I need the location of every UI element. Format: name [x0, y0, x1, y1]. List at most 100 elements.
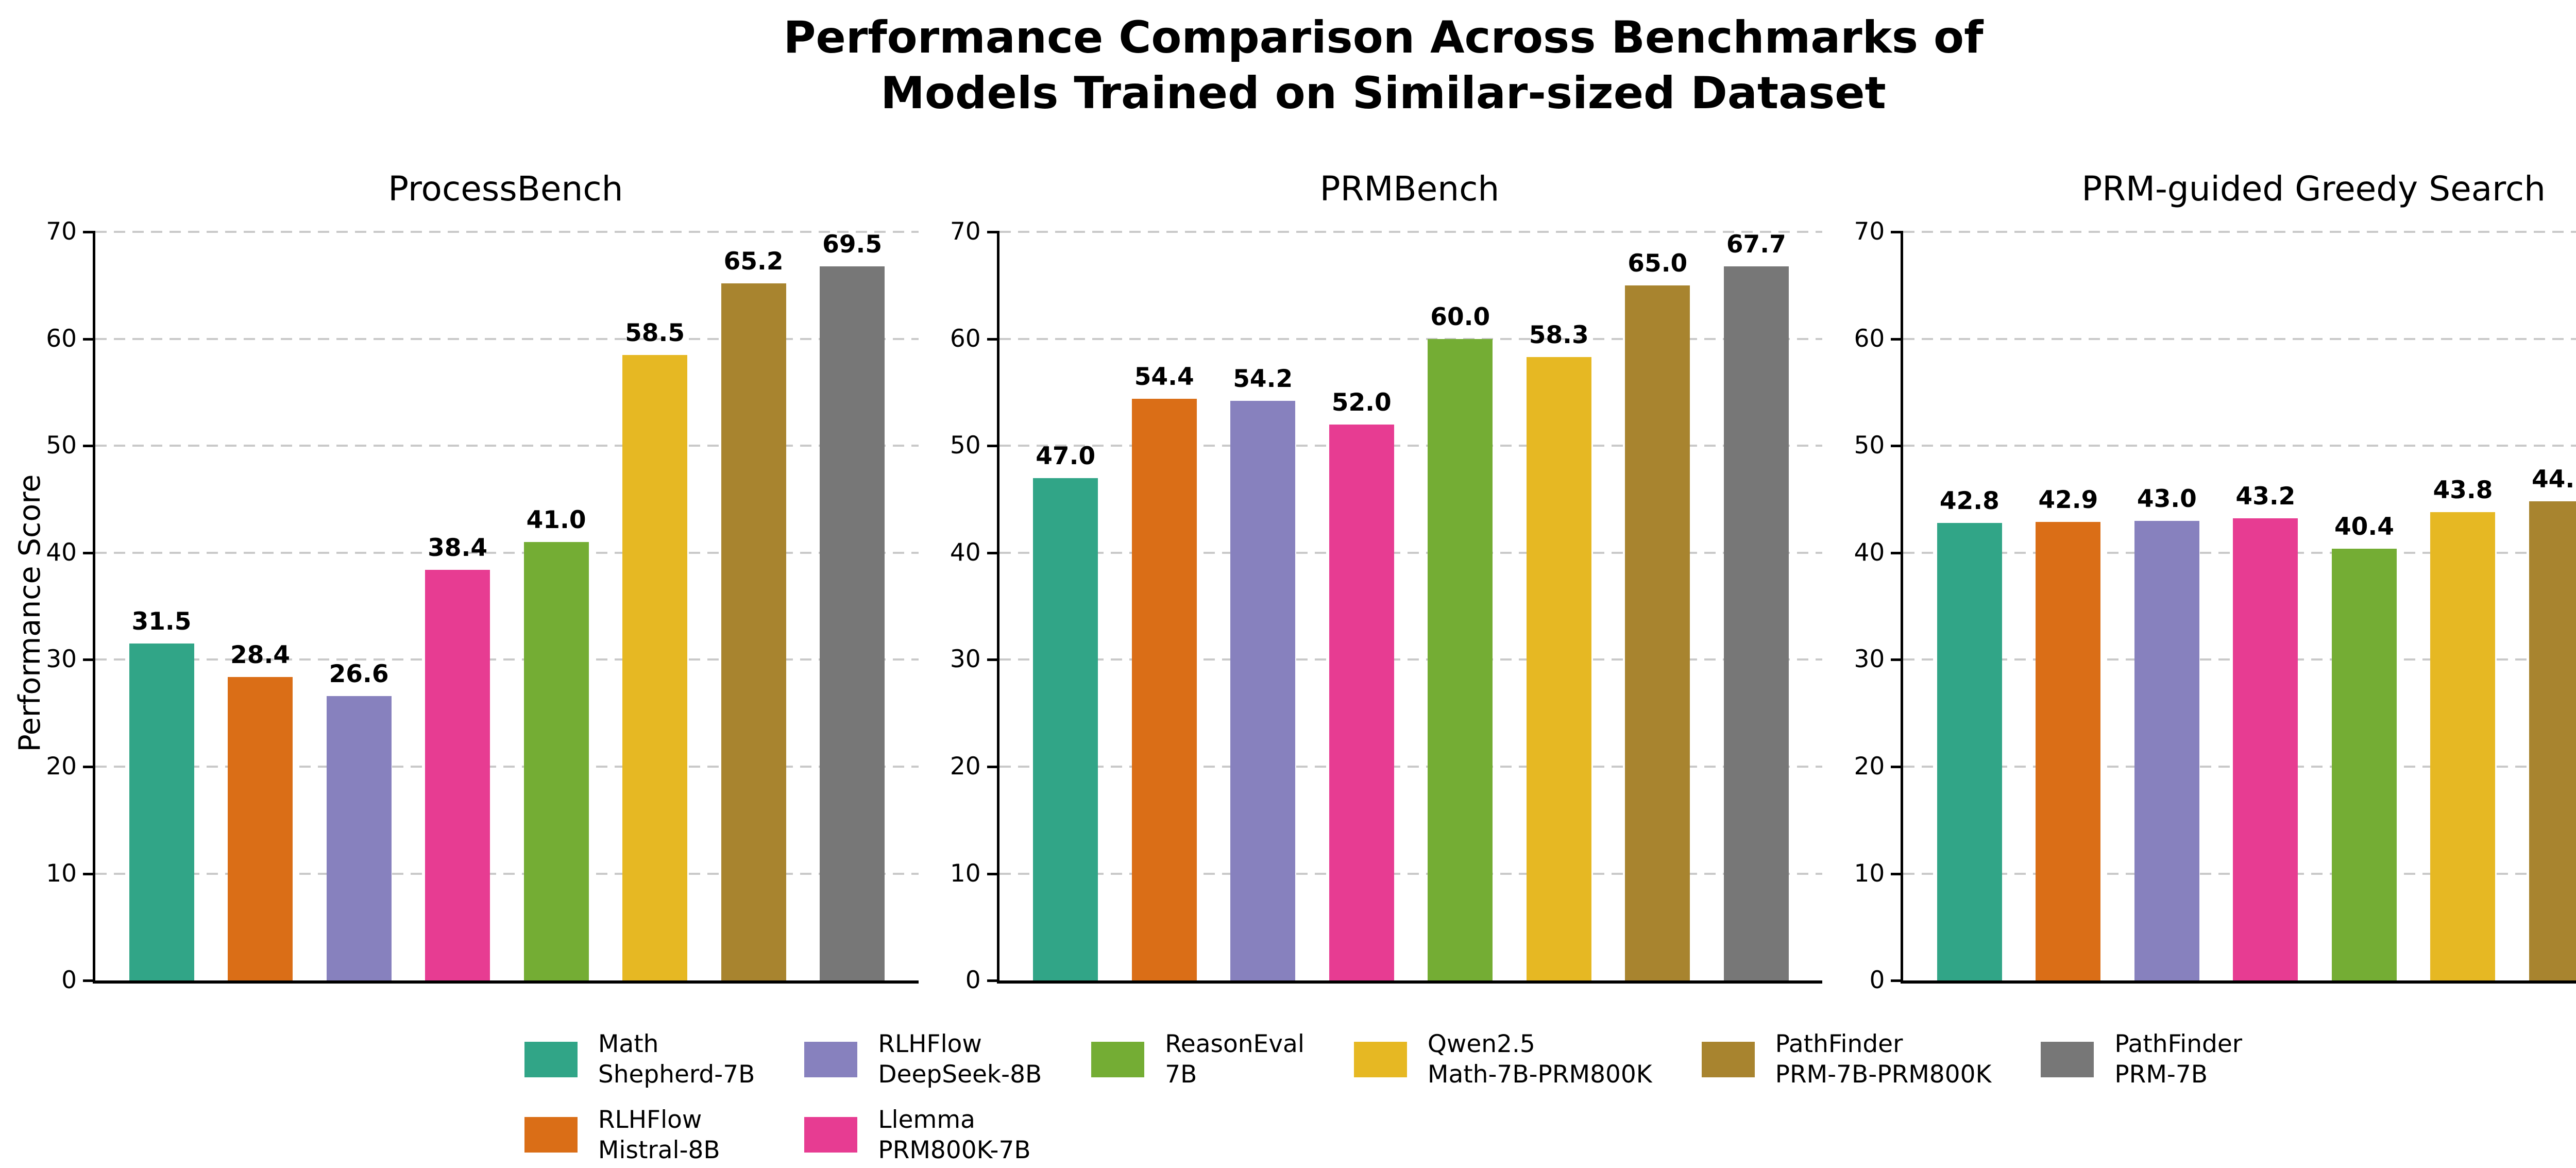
y-tick-label-0: 0	[61, 966, 77, 995]
bar-value-label: 58.3	[1529, 321, 1589, 350]
bar-group-rlhflow-deepseek-8b: 43.0	[2134, 232, 2199, 981]
y-tick-mark-10	[83, 872, 95, 875]
bar-group-reasoneval-7b: 60.0	[1428, 232, 1493, 981]
bar-rlhflow-deepseek-8b	[2134, 520, 2199, 981]
legend-column-2: RLHFlow DeepSeek-8B Llemma PRM800K-7B	[804, 1029, 1042, 1165]
legend-swatch-pathfinder-prm-7b	[2041, 1041, 2094, 1077]
bar-group-rlhflow-deepseek-8b: 54.2	[1230, 232, 1296, 981]
plot-area-processbench: 0 10 20 30 40 50 60 70 31.5 28.4 26.6 38.4 41.0 58.5 6…	[46, 218, 919, 994]
y-tick-mark-40	[83, 551, 95, 554]
legend-entry-rlhflow-mistral-8b: RLHFlow Mistral-8B	[524, 1105, 755, 1165]
legend-entry-pathfinder-prm-7b: PathFinder PRM-7B	[2041, 1029, 2242, 1090]
y-tick-label-20: 20	[46, 752, 77, 781]
bar-group-qwen2-5-math-7b-prm800k: 58.5	[622, 232, 688, 981]
bar-value-label: 58.5	[625, 318, 685, 347]
legend-column-1: Math Shepherd-7B RLHFlow Mistral-8B	[524, 1029, 755, 1165]
y-tick-mark-10	[987, 872, 999, 875]
bar-group-pathfinder-prm-7b: 67.7	[1723, 232, 1789, 981]
y-tick-label-30: 30	[1854, 645, 1885, 674]
legend-swatch-reasoneval-7b	[1091, 1041, 1145, 1077]
bar-llemma-prm800k-7b	[2233, 518, 2298, 981]
y-tick-label-50: 50	[46, 431, 77, 460]
bar-pathfinder-prm-7b	[820, 266, 885, 981]
legend-entry-qwen2-5-math-7b-prm800k: Qwen2.5 Math-7B-PRM800K	[1353, 1029, 1652, 1090]
y-tick-mark-50	[987, 445, 999, 448]
bar-reasoneval-7b	[2331, 548, 2397, 981]
bar-group-llemma-prm800k-7b: 43.2	[2233, 232, 2298, 981]
bar-math-shepherd-7b	[1937, 522, 2002, 981]
y-tick-label-20: 20	[1854, 752, 1885, 781]
y-tick-label-10: 10	[46, 859, 77, 888]
y-tick-mark-30	[83, 658, 95, 662]
bar-llemma-prm800k-7b	[1329, 424, 1394, 981]
subplot-title-prmbench: PRMBench	[1319, 169, 1500, 209]
bar-pathfinder-prm-7b-prm800k	[1625, 285, 1690, 981]
legend-label-reasoneval-7b: ReasonEval 7B	[1165, 1030, 1304, 1089]
legend-column-6: PathFinder PRM-7B	[2041, 1029, 2242, 1090]
y-tick-label-30: 30	[46, 645, 77, 674]
y-tick-label-60: 60	[46, 324, 77, 353]
bar-rlhflow-deepseek-8b	[326, 696, 392, 981]
gridline-y30	[95, 658, 919, 661]
y-tick-label-70: 70	[46, 217, 77, 246]
legend-entry-rlhflow-deepseek-8b: RLHFlow DeepSeek-8B	[804, 1029, 1042, 1090]
y-tick-label-50: 50	[950, 431, 981, 460]
subplot-prmbench: PRMBench 0 10 20 30 40 50 60 70 47.0 54.4 54.2 52.0 6…	[919, 168, 1823, 994]
bar-group-rlhflow-mistral-8b: 28.4	[228, 232, 293, 981]
gridline-y10	[95, 872, 919, 875]
legend-label-qwen2-5-math-7b-prm800k: Qwen2.5 Math-7B-PRM800K	[1427, 1030, 1652, 1089]
legend-label-llemma-prm800k-7b: Llemma PRM800K-7B	[878, 1105, 1031, 1164]
bar-value-label: 52.0	[1331, 388, 1392, 417]
y-tick-mark-40	[987, 551, 999, 554]
subplot-title-prm-guided-greedy-search: PRM-guided Greedy Search	[2081, 169, 2546, 209]
legend-swatch-math-shepherd-7b	[524, 1041, 578, 1077]
gridline-y50	[95, 445, 919, 447]
bar-group-rlhflow-mistral-8b: 42.9	[2036, 232, 2101, 981]
bar-rlhflow-mistral-8b	[2036, 521, 2101, 981]
bar-group-rlhflow-mistral-8b: 54.4	[1131, 232, 1197, 981]
bar-group-reasoneval-7b: 41.0	[523, 232, 589, 981]
y-tick-label-40: 40	[46, 538, 77, 567]
plot-area-prmbench: 0 10 20 30 40 50 60 70 47.0 54.4 54.2 52.0 60.0 58.3 6…	[950, 218, 1823, 994]
legend-label-math-shepherd-7b: Math Shepherd-7B	[598, 1030, 755, 1089]
bar-value-label: 42.9	[2038, 485, 2098, 514]
bar-group-pathfinder-prm-7b-prm800k: 65.2	[721, 232, 786, 981]
y-tick-mark-60	[987, 337, 999, 341]
bar-value-label: 44.8	[2531, 465, 2576, 494]
bar-group-pathfinder-prm-7b-prm800k: 65.0	[1625, 232, 1690, 981]
subplots-row: ProcessBench 0 10 20 30 40 50 60 70 31.5 28.4 26.6 3…	[0, 168, 2576, 994]
gridline-y20	[95, 766, 919, 768]
bar-group-llemma-prm800k-7b: 38.4	[425, 232, 490, 981]
y-tick-mark-0	[83, 979, 95, 983]
gridline-y30	[999, 658, 1823, 661]
bar-rlhflow-mistral-8b	[228, 676, 293, 981]
bar-value-label: 40.4	[2334, 512, 2394, 541]
legend: Math Shepherd-7B RLHFlow Mistral-8B RLHFlo…	[0, 1029, 2576, 1165]
y-tick-label-60: 60	[1854, 324, 1885, 353]
bar-value-label: 28.4	[230, 640, 291, 669]
y-tick-mark-70	[83, 231, 95, 234]
bar-value-label: 54.4	[1134, 363, 1194, 391]
y-tick-label-20: 20	[950, 752, 981, 781]
gridline-y60	[1903, 337, 2576, 340]
y-tick-label-40: 40	[950, 538, 981, 567]
y-tick-mark-40	[1891, 551, 1904, 554]
bar-group-rlhflow-deepseek-8b: 26.6	[326, 232, 392, 981]
legend-label-pathfinder-prm-7b-prm800k: PathFinder PRM-7B-PRM800K	[1775, 1030, 1992, 1089]
gridline-y60	[999, 337, 1823, 340]
y-tick-mark-70	[987, 231, 999, 234]
bar-value-label: 60.0	[1430, 302, 1490, 331]
gridline-y40	[999, 551, 1823, 554]
figure-title-line-1: Performance Comparison Across Benchmarks…	[783, 12, 1984, 63]
bars-prm-guided-greedy-search: 42.842.943.043.240.443.844.848.2	[1903, 232, 2576, 981]
bar-value-label: 69.5	[822, 230, 883, 259]
y-tick-mark-10	[1891, 872, 1904, 875]
subplot-processbench: ProcessBench 0 10 20 30 40 50 60 70 31.5 28.4 26.6 3…	[14, 168, 919, 994]
bar-math-shepherd-7b	[129, 644, 194, 981]
y-tick-mark-20	[83, 766, 95, 769]
legend-swatch-qwen2-5-math-7b-prm800k	[1353, 1041, 1407, 1077]
y-tick-mark-60	[83, 337, 95, 341]
bar-pathfinder-prm-7b-prm800k	[2529, 501, 2576, 981]
bar-pathfinder-prm-7b-prm800k	[721, 283, 786, 981]
figure-title-line-2: Models Trained on Similar-sized Dataset	[880, 67, 1886, 119]
